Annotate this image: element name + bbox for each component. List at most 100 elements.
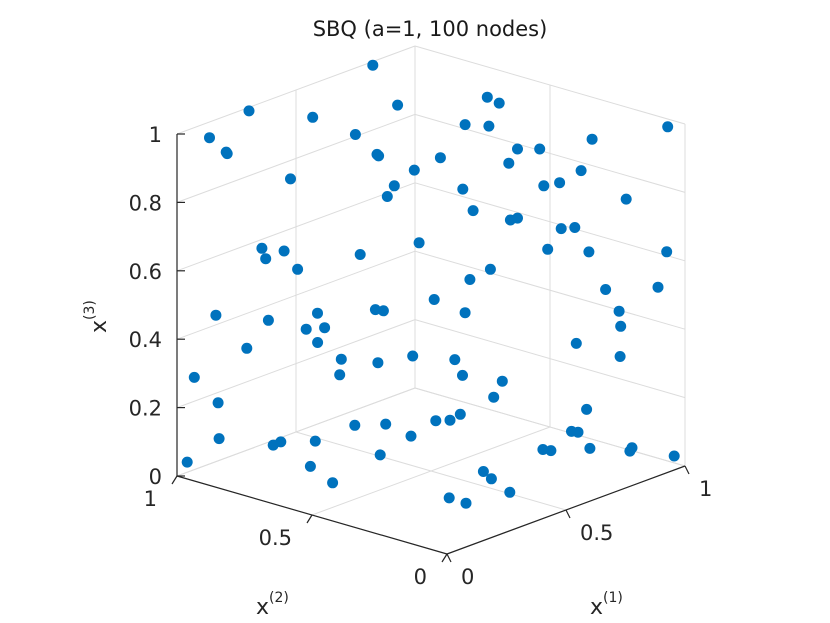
data-point [413,237,425,249]
data-point [349,129,361,140]
x2-tick-label: 0 [414,565,427,589]
data-point [444,414,456,426]
x1-axis-label: x(1) [590,590,623,620]
x1-tick-label: 1 [699,477,712,501]
x3-tick-label: 0.6 [129,260,162,284]
data-point [575,165,587,177]
data-point [668,450,680,462]
data-point [443,492,455,504]
data-point [512,212,523,224]
data-point [454,408,466,420]
data-point [477,466,489,477]
data-point [572,426,584,438]
grid-lines [176,45,686,555]
x2-axis-label: x(2) [256,590,289,620]
data-point [312,337,324,348]
x2-tick-mark [441,553,448,563]
data-point [285,173,296,185]
data-point [615,320,627,332]
data-point [512,143,523,155]
data-point [483,120,495,132]
data-point [484,263,496,275]
data-point [555,223,567,235]
data-point [459,307,471,319]
data-point [300,323,312,335]
gridline [176,113,416,203]
data-point [354,249,366,260]
data-point [267,439,279,451]
data-point [307,111,319,123]
axes [171,133,690,563]
x1-tick-mark [684,465,690,475]
data-point [349,419,361,431]
data-point [620,193,632,205]
gridline [311,426,551,516]
data-point [373,150,385,162]
data-point [327,477,339,489]
data-point [319,322,331,334]
data-point [586,133,598,145]
data-point [583,246,595,258]
gridline [414,387,686,467]
data-point [614,351,626,362]
data-point [392,99,404,111]
x3-axis-label-base: x [87,320,112,333]
data-point [181,456,193,468]
data-point [367,59,379,71]
data-point [213,433,225,445]
data-point [485,473,497,485]
data-point [661,246,673,258]
data-point [212,397,224,409]
data-point [503,157,515,169]
data-point [292,263,304,275]
gridline [176,250,416,340]
data-point [407,350,419,362]
x3-tick-label: 0 [149,465,162,489]
gridline [414,45,686,125]
data-point [449,354,461,366]
data-point [256,242,268,254]
data-point [496,375,508,387]
data-point [488,391,500,403]
data-point [372,357,384,369]
data-point [464,274,476,285]
data-point [434,152,446,164]
data-point [241,342,253,354]
x1-axis-label-sup: (1) [603,590,623,606]
gridline [414,113,686,193]
x2-tick-mark [306,514,313,524]
x2-axis-label-sup: (2) [269,590,289,606]
data-point [600,284,612,295]
x3-tick-label: 0.2 [129,397,162,421]
data-point [374,449,386,461]
data-point [652,281,664,293]
gridline [414,182,686,262]
data-point [221,148,233,160]
data-point [430,415,442,427]
data-point [428,294,440,305]
gridline [176,387,416,477]
x1-axis-label-base: x [590,595,603,620]
data-point [626,442,638,454]
data-point [262,314,274,326]
x2-tick-label: 1 [144,487,157,511]
gridline [414,319,686,399]
data-point [309,435,321,447]
data-point [493,97,505,109]
data-point [388,180,400,192]
data-point [457,183,469,195]
data-point [405,430,417,442]
data-point [538,180,550,192]
data-point [243,105,255,117]
data-point [504,486,516,498]
data-point [188,371,200,383]
data-point [260,253,272,265]
data-point [542,243,554,255]
x2-axis-label-base: x [256,595,269,620]
data-point [534,143,546,155]
data-point [312,307,323,319]
data-point [570,337,582,349]
data-point [569,222,581,233]
data-point [662,121,674,133]
